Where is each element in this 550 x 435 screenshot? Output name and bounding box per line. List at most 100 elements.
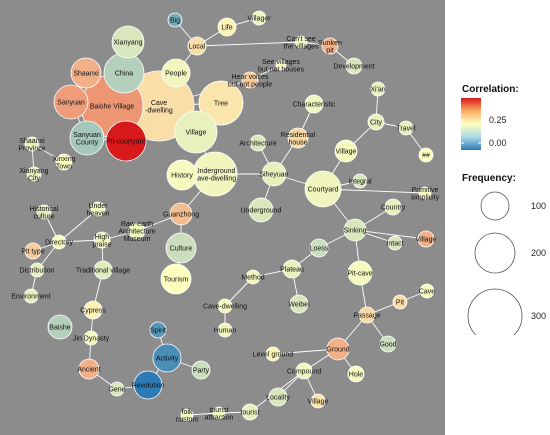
node-ground: Ground [326,337,350,361]
node-label: Life [221,25,232,32]
node-ancient: Ancient [77,358,101,380]
node-label: Travel [396,126,416,133]
node-label: Sinking [344,228,367,235]
node-circle [294,35,308,49]
node-circle [392,294,408,310]
node-label: Village [336,149,357,156]
node-circle [180,408,194,422]
node-label: Cave [419,289,435,296]
node-label: Local [189,44,206,51]
node-underground-cave-dwelling: Underground cave-dwelling [192,151,238,197]
node-label: Under heaven [87,203,110,218]
node-circle [379,335,397,353]
node-circle [90,201,106,217]
node-circle [217,322,233,338]
node-label: Pit type [21,249,44,256]
node-village3: Village [416,230,437,248]
node-good: Good [379,335,397,353]
node-gene: Gene [108,381,126,397]
edge [354,229,427,240]
node-label: Hole [349,372,364,379]
node-circle [268,387,288,407]
node-circle [418,147,434,163]
node-local: Local [187,36,207,56]
node-label: Xianyang City [19,168,48,183]
node-intact: Intact [386,235,404,251]
node-circle [191,360,211,380]
frequency-circle-medium [474,232,516,274]
node-label: ## [422,153,430,160]
node-level-ground: Level ground [253,346,294,362]
correlation-tick-high: 0.25 [489,115,507,125]
node-raw-earth-architecture-museum: Raw-earth Architecture Museum [118,221,155,243]
node-label: Locality [266,395,290,402]
node-label: Revolution [131,383,164,390]
node-human: Human [214,322,236,338]
node-label: Primitive simplicity [411,187,440,202]
frequency-legend-title: Frequency: [462,173,516,184]
network-graph-panel: Cave -dwelling Baishe Village Tree Undergrou… [0,0,445,435]
node-circle [334,139,358,163]
node-circle [128,222,146,240]
node-label: Good [379,342,396,349]
node-label: Integral [348,179,372,186]
node-circle [109,381,125,397]
node-history: History [166,159,198,191]
node-xi-an: Xi'an [370,81,386,97]
node-label: Pit [396,300,404,307]
node-label: Underground cave-dwelling [194,168,237,183]
node-label: Tree [214,101,228,108]
node-circle [282,259,302,279]
node-circle [248,197,274,223]
node-label: Cave-dwelling [145,100,173,115]
node-label: Villager [247,16,271,23]
node-city: City [367,113,385,131]
node-label: Siheyuan [259,172,288,179]
node-label: Country [381,205,406,212]
node-siheyuan: Siheyuan [259,161,289,187]
node-circle [295,362,313,380]
node-tourism: Tourism [160,263,192,295]
node-distribution: Distribution [19,262,55,278]
node-guanzhong: Guanzhong [163,202,199,226]
node-label: Historical culture [30,206,59,221]
node-label: Level ground [253,352,294,359]
node-revolution: Revolution [131,370,165,400]
node-circle [29,262,45,278]
node-label: See villages but not houses [258,59,304,74]
node-pit-courtyard: Pit-courtyard [105,120,147,162]
node-label: Distribution [19,268,54,275]
node-label: tourist [240,410,259,417]
node-label: Can't see the villages [283,36,319,51]
node-label: Xi'an [370,87,385,94]
node-label: Development [333,64,374,71]
node-circle [169,202,193,226]
node-label: Baishe Village [90,104,134,111]
node-label: Gene [108,387,125,394]
node-circle [23,288,39,304]
node-label: Village [186,130,207,137]
node-circle [321,37,339,55]
node-circle [417,230,435,248]
node-circle [187,36,207,56]
node-sanyuan: Sanyuan [53,84,89,120]
node-circle [245,269,261,285]
frequency-circle-small [480,191,510,221]
node-label: Cave-dwelling [203,304,247,311]
graph-background [0,0,445,435]
node-label: Residential house [281,132,316,147]
node-circle [78,358,100,380]
node-label: Party [193,368,210,375]
node-tree: Tree [198,80,244,126]
node-sanyuan-county: Sanyuan County [69,120,105,156]
node-label: People [165,71,187,78]
node-development: Development [333,57,375,75]
node-circle [370,81,386,97]
node-sinking: Sinking [344,218,367,242]
correlation-colorbar [461,98,481,150]
node-circle [24,136,40,152]
node-label: China [115,71,133,78]
node-cypress: Cypress [80,300,106,320]
node-circle [217,298,233,314]
node-shaanxi: Shaanxi [70,57,102,89]
